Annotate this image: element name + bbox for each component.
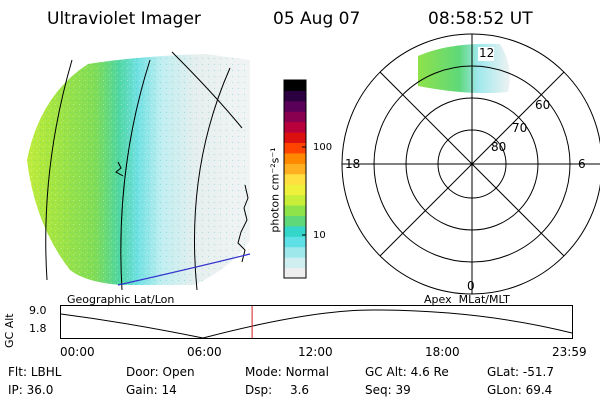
meridian-line — [45, 59, 73, 281]
colorbar-swatch — [284, 246, 306, 258]
colorbar-swatch — [284, 194, 306, 206]
colorbar-swatch — [284, 142, 306, 154]
colorbar-swatch — [284, 121, 306, 133]
geographic-panel-label: Geographic Lat/Lon — [67, 293, 175, 306]
instrument-title: Ultraviolet Imager — [47, 9, 201, 29]
colorbar-swatch — [284, 90, 306, 102]
filter-value: LBHL — [30, 365, 62, 379]
colorbar-tick-10: 10 — [313, 230, 326, 241]
gc-alt-curve — [60, 309, 573, 339]
timeline-x-label-0600: 06:00 — [187, 345, 222, 359]
colorbar-swatch — [284, 163, 306, 175]
dsp-value: 3.6 — [289, 383, 310, 397]
gain-label: Gain: — [126, 383, 158, 397]
gain-value: 14 — [161, 383, 177, 397]
timeline-y-label-low: 1.8 — [29, 322, 47, 335]
glon-label: GLon: — [487, 383, 522, 397]
status-gcalt: GC Alt: 4.6 Re — [365, 365, 449, 379]
timeline-x-label-0000: 00:00 — [60, 345, 95, 359]
status-door: Door: Open — [126, 365, 195, 379]
status-mode: Mode: Normal — [245, 365, 329, 379]
glat-value: -51.7 — [522, 365, 554, 379]
mlat-label-70: 70 — [512, 121, 528, 135]
timeline-y-label-high: 9.0 — [29, 304, 47, 317]
colorbar-swatch — [284, 205, 306, 216]
timeline-x-label-1800: 18:00 — [425, 345, 460, 359]
mlat-label-60: 60 — [535, 98, 551, 112]
polar-plot — [341, 33, 600, 295]
meridian-line — [120, 59, 151, 291]
mlt-diagonal — [379, 71, 565, 257]
timeline-plot — [60, 305, 573, 339]
mlt-label-0: 0 — [467, 279, 475, 293]
mlat-label-80: 80 — [491, 140, 507, 154]
apex-panel-label: Apex MLat/MLT — [424, 293, 510, 306]
colorbar-swatch — [284, 215, 306, 227]
date-label: 05 Aug 07 — [273, 9, 361, 29]
timeline-x-label-2359: 23:59 — [552, 345, 587, 359]
ip-label: IP: — [8, 383, 23, 397]
colorbar-swatch — [284, 257, 306, 269]
color-bar — [283, 79, 307, 279]
colorbar-swatch — [284, 100, 306, 112]
colorbar-swatch — [284, 132, 306, 144]
latitude-line — [171, 51, 243, 129]
mode-value: Normal — [285, 365, 329, 379]
coast-boundary-line — [117, 253, 251, 286]
status-glon: GLon: 69.4 — [487, 383, 552, 397]
colorbar-swatch — [284, 184, 306, 196]
colorbar-swatch — [284, 80, 306, 91]
colorbar-swatch — [284, 152, 306, 164]
ip-value: 36.0 — [26, 383, 54, 397]
status-glat: GLat: -51.7 — [487, 365, 554, 379]
timeline-frame — [60, 305, 573, 339]
glat-label: GLat: — [487, 365, 520, 379]
dsp-label: Dsp: — [245, 383, 273, 397]
mlt-label-18: 18 — [345, 157, 361, 171]
timeline-axis-title: GC Alt — [3, 313, 16, 348]
mlt-label-6: 6 — [578, 157, 586, 171]
coastline — [115, 161, 124, 177]
coastline — [237, 184, 249, 263]
glon-value: 69.4 — [525, 383, 553, 397]
gcalt-value: 4.6 Re — [410, 365, 449, 379]
gcalt-label: GC Alt: — [365, 365, 407, 379]
status-ip: IP: 36.0 — [8, 383, 53, 397]
meridian-line — [194, 67, 231, 291]
door-label: Door: — [126, 365, 159, 379]
polar-aurora — [418, 43, 510, 94]
status-gain: Gain: 14 — [126, 383, 177, 397]
seq-label: Seq: — [365, 383, 392, 397]
filter-label: Flt: — [8, 365, 27, 379]
time-label: 08:58:52 UT — [428, 9, 533, 29]
mlt-label-12: 12 — [479, 46, 495, 60]
colorbar-unit-label: photon cm⁻²s⁻¹ — [268, 147, 282, 233]
colorbar-swatch — [284, 173, 306, 185]
colorbar-swatch — [284, 111, 306, 123]
status-filter: Flt: LBHL — [8, 365, 61, 379]
colorbar-tick-100: 100 — [313, 142, 333, 153]
timeline-x-label-1200: 12:00 — [298, 345, 333, 359]
colorbar-swatch — [284, 267, 306, 279]
status-seq: Seq: 39 — [365, 383, 411, 397]
colorbar-swatch — [284, 236, 306, 248]
geographic-image — [27, 51, 251, 291]
door-value: Open — [162, 365, 195, 379]
colorbar-swatch — [284, 225, 306, 237]
status-dsp: Dsp: 3.6 — [245, 383, 309, 397]
mode-label: Mode: — [245, 365, 282, 379]
seq-value: 39 — [395, 383, 411, 397]
